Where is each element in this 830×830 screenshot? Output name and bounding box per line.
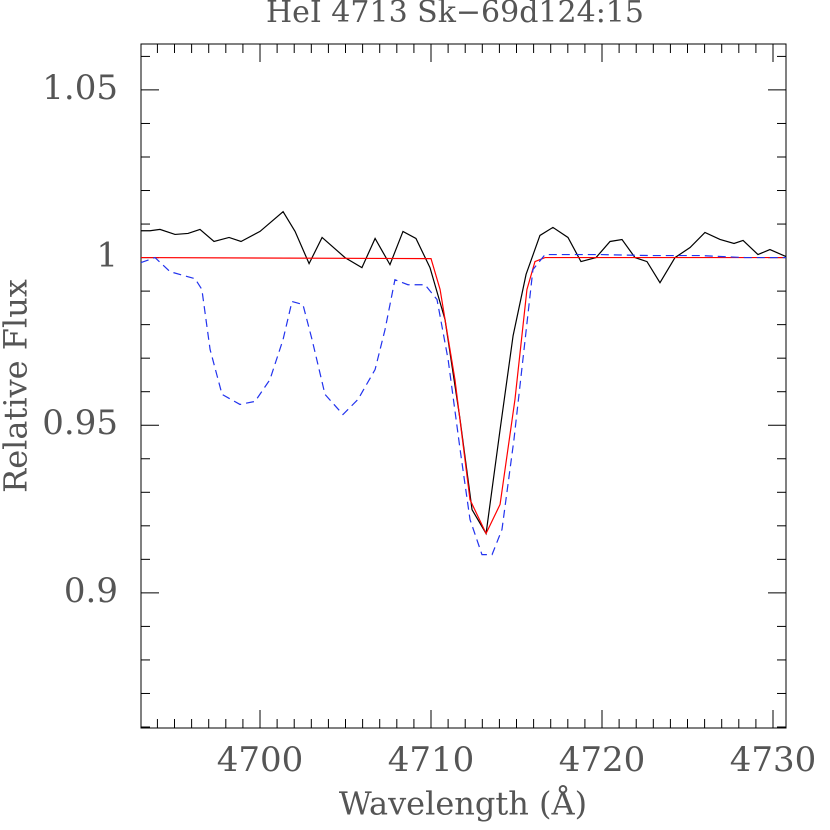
- x-axis-label: Wavelength (Å): [339, 785, 587, 823]
- x-tick-label: 4730: [730, 740, 817, 780]
- y-tick-label: 1: [96, 236, 118, 276]
- series-line: [140, 256, 786, 535]
- series-line: [141, 210, 787, 536]
- chart-title: HeI 4713 Sk−69d124:15: [266, 0, 644, 30]
- y-axis-label: Relative Flux: [0, 279, 35, 493]
- y-tick-label: 0.95: [42, 403, 118, 443]
- x-tick-label: 4720: [559, 740, 646, 780]
- x-tick-label: 4700: [217, 740, 304, 780]
- series-line: [140, 253, 786, 556]
- plot-frame: [140, 43, 787, 729]
- x-tick-label: 4710: [388, 740, 475, 780]
- y-tick-label: 0.9: [64, 571, 118, 611]
- y-tick-label: 1.05: [42, 68, 118, 108]
